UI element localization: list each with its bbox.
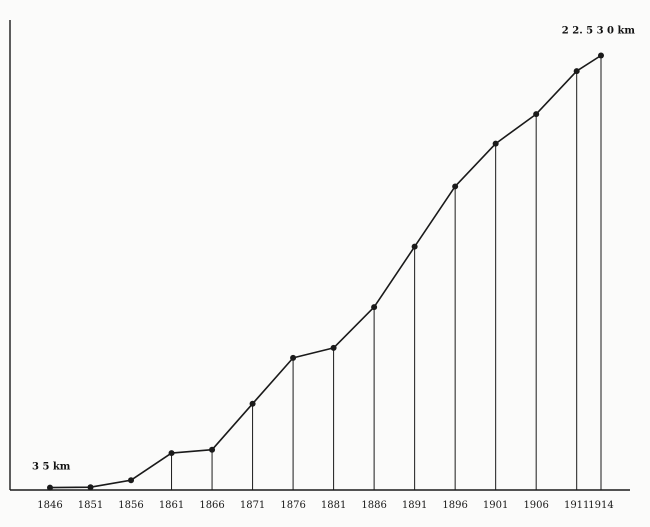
drop-lines [171,55,602,490]
data-point-1896 [452,183,459,190]
data-point-1891 [411,243,418,250]
data-point-1871 [249,400,256,407]
x-tick-label-1866: 1866 [199,500,224,511]
data-point-1856 [128,477,135,484]
x-tick-label-1871: 1871 [240,500,265,511]
end-annotation: 2 2. 5 3 0 km [562,25,636,36]
x-tick-label-1891: 1891 [402,500,427,511]
data-point-1866 [209,446,216,453]
data-point-1876 [290,354,297,361]
x-tick-label-1886: 1886 [361,500,386,511]
x-tick-label-1896: 1896 [442,500,467,511]
x-tick-label-1906: 1906 [523,500,548,511]
x-tick-label-1911: 1911 [564,500,589,511]
data-point-1861 [168,450,175,457]
data-point-1911 [573,68,580,75]
start-annotation: 3 5 km [32,462,71,473]
x-tick-label-1861: 1861 [159,500,184,511]
x-tick-label-1876: 1876 [280,500,305,511]
data-point-1901 [492,140,499,147]
data-point-1881 [330,344,337,351]
data-points [47,52,604,491]
x-tick-label-1851: 1851 [78,500,103,511]
data-point-1851 [87,484,94,491]
x-tick-label-1881: 1881 [321,500,346,511]
x-tick-labels: 1846 1851 1856 1861 1866 1871 1876 1881 1886 1891… [37,500,613,511]
data-point-1906 [533,111,540,118]
x-tick-label-1856: 1856 [118,500,143,511]
x-tick-label-1901: 1901 [483,500,508,511]
data-point-1886 [371,304,378,311]
data-point-1846 [47,484,53,491]
data-point-1914 [598,52,604,59]
x-tick-label-1846: 1846 [37,500,62,511]
series-line [49,54,602,489]
x-tick-label-1914: 1914 [588,500,613,511]
